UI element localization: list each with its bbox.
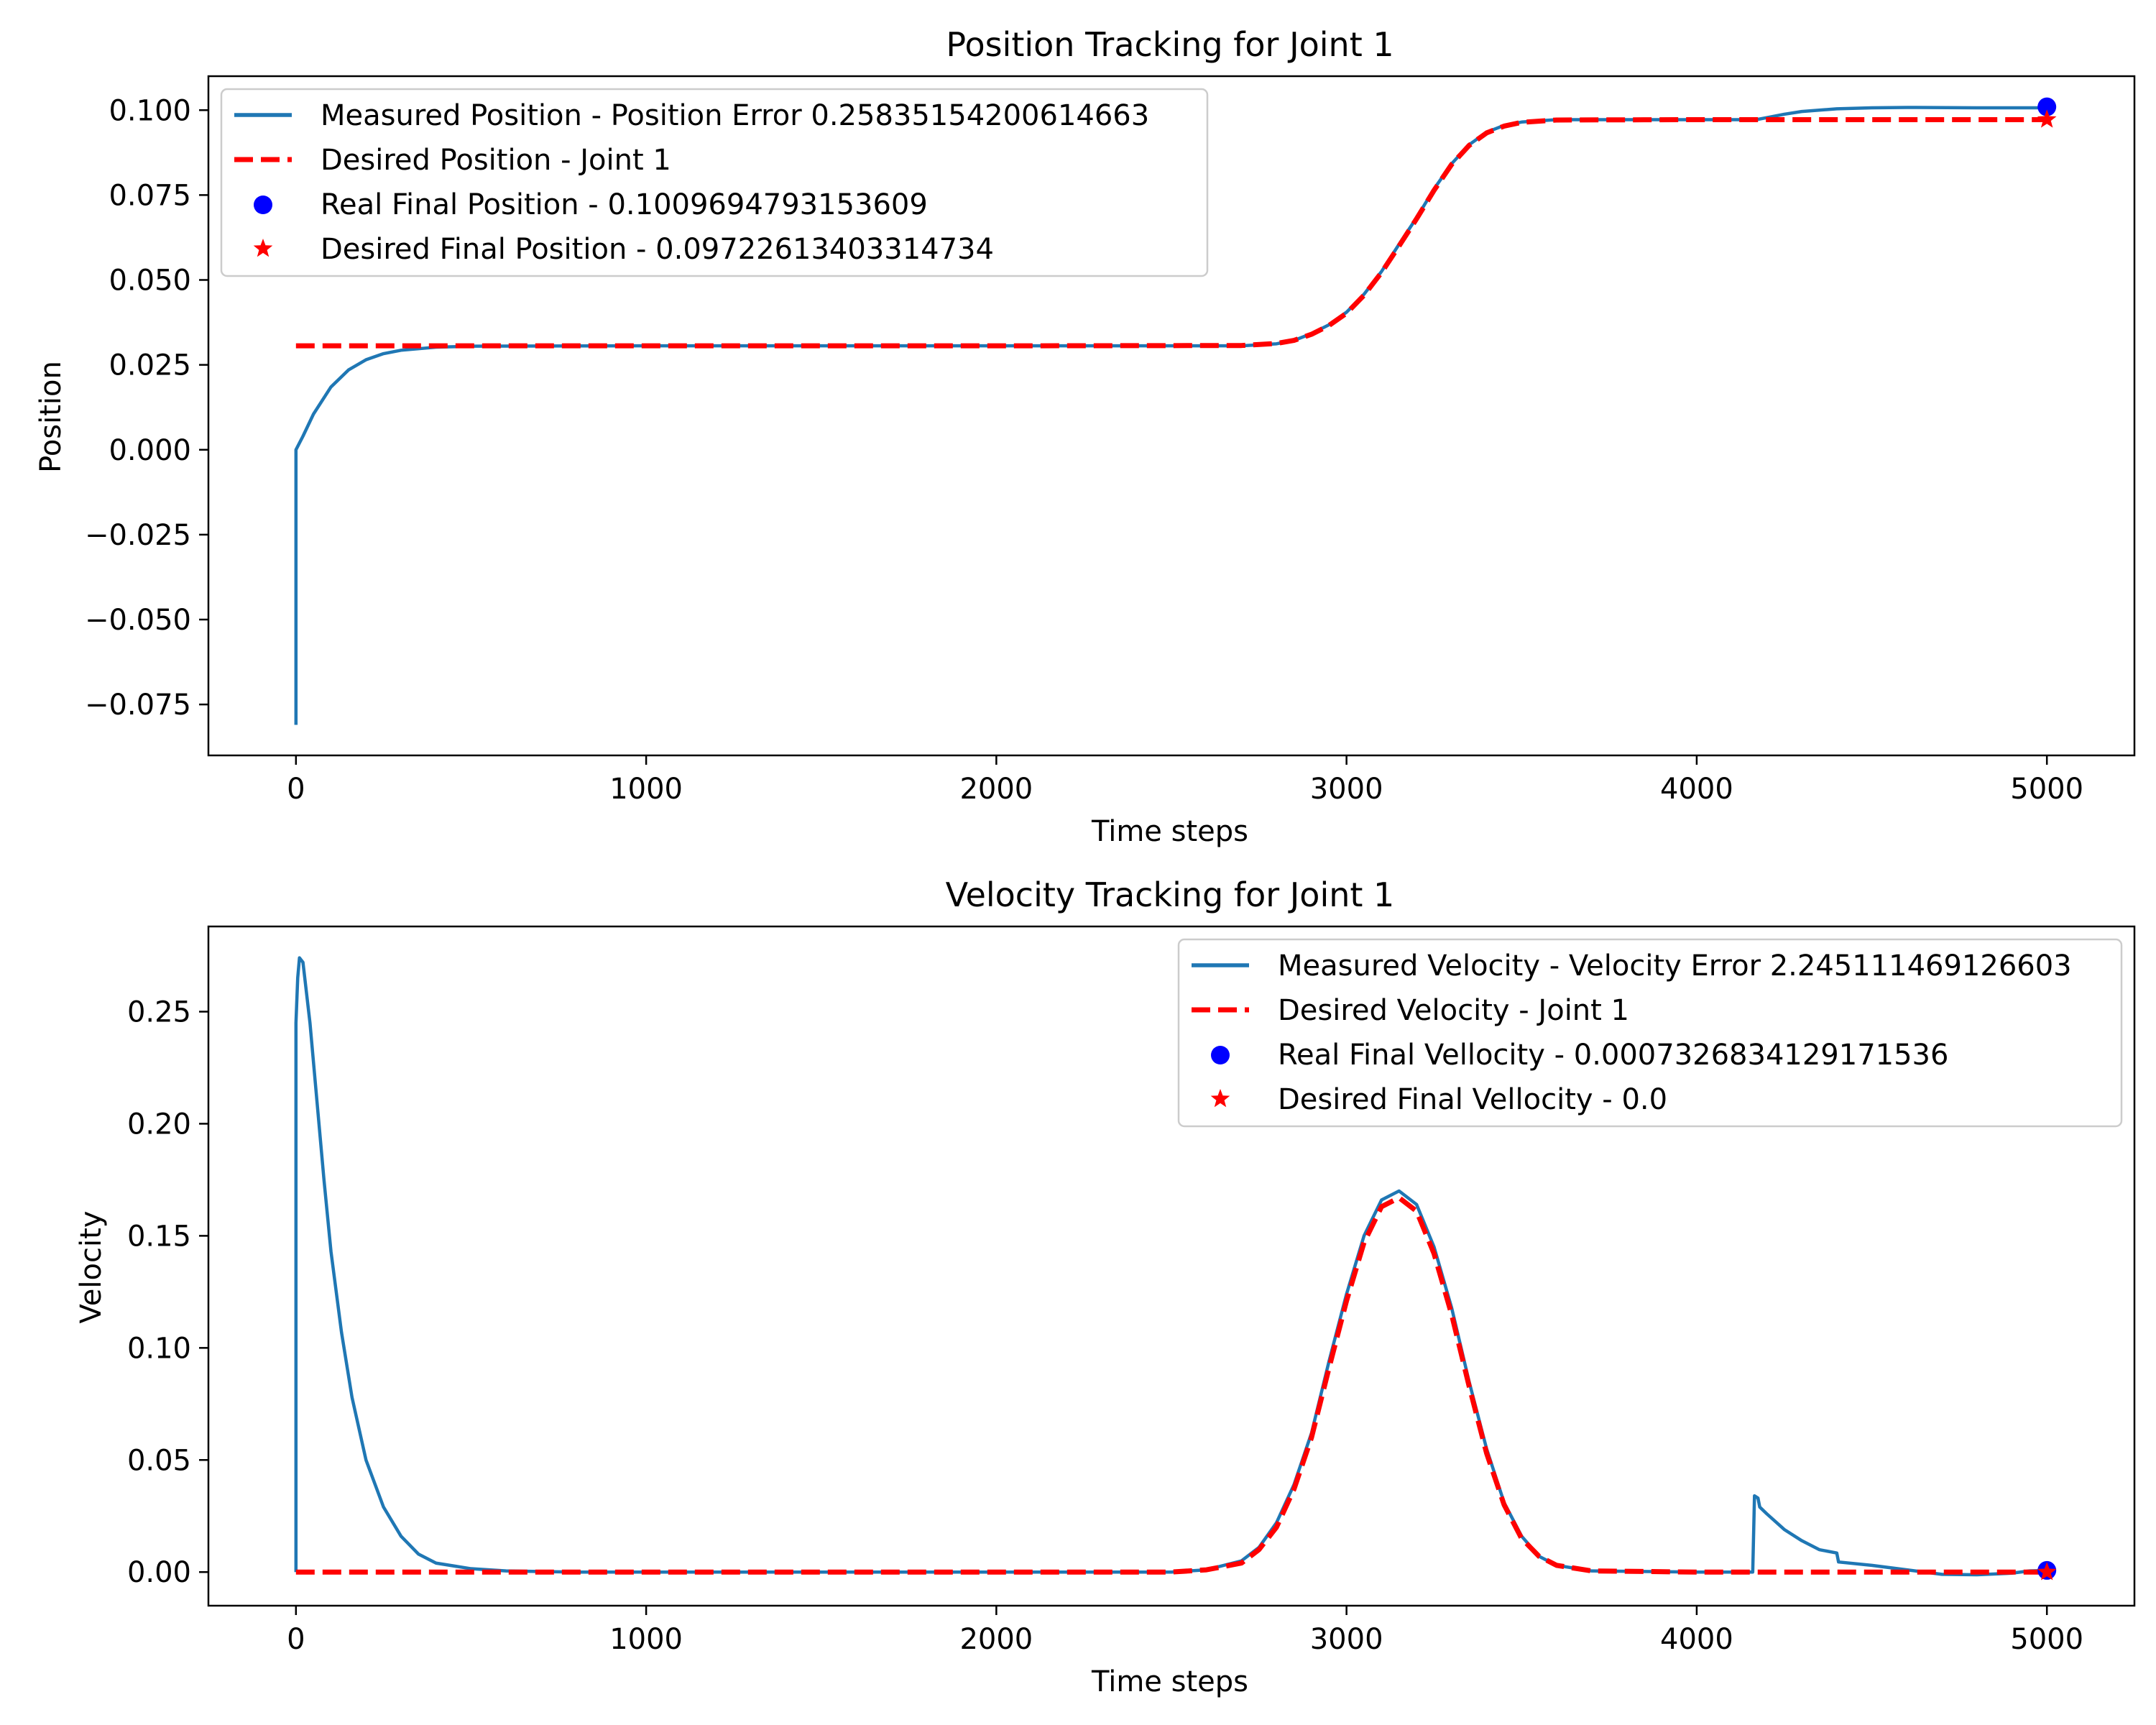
position-legend-desired-final-label: Desired Final Position - 0.0972261340331… — [321, 233, 994, 266]
velocity-x-tick-label: 0 — [287, 1623, 305, 1656]
velocity-plot-marks — [294, 956, 2057, 1581]
velocity-x-tick-label: 3000 — [1310, 1623, 1383, 1656]
velocity-y-tick-label: 0.05 — [127, 1444, 191, 1477]
position-legend: Measured Position - Position Error 0.258… — [220, 88, 1209, 277]
position-axes-ticks: 0 1000 2000 3000 4000 5000 −0.075 −0.050 −0.025 0… — [85, 94, 2083, 806]
position-y-tick-label: −0.075 — [85, 689, 191, 722]
position-y-tick-label: −0.025 — [85, 519, 191, 552]
velocity-x-tick-label: 2000 — [959, 1623, 1033, 1656]
position-desired-line — [295, 116, 2047, 349]
velocity-legend-box — [1177, 938, 2123, 1128]
velocity-y-tick-label: 0.20 — [127, 1108, 191, 1141]
velocity-x-axis-label: Time steps — [1091, 1665, 1248, 1698]
position-chart-title: Position Tracking for Joint 1 — [946, 25, 1393, 64]
position-x-tick-label: 5000 — [2010, 773, 2083, 806]
position-legend-desired-label: Desired Position - Joint 1 — [321, 144, 671, 177]
velocity-x-tick-label: 1000 — [609, 1623, 683, 1656]
velocity-y-axis-label: Velocity — [75, 1211, 108, 1324]
velocity-chart: Velocity Tracking for Joint 1 0 1000 2000 3… — [75, 875, 2136, 1698]
position-legend-real-final-label: Real Final Position - 0.1009694793153609 — [321, 188, 928, 221]
position-y-tick-label: 0.000 — [109, 434, 191, 467]
velocity-plot-frame — [207, 925, 2136, 1607]
position-x-tick-label: 1000 — [609, 773, 683, 806]
velocity-legend-real-final-marker — [1211, 1046, 1230, 1064]
velocity-legend-real-final-label: Real Final Vellocity - 0.000732683412917… — [1278, 1039, 1948, 1072]
position-y-tick-label: 0.075 — [109, 179, 191, 212]
position-y-tick-label: 0.025 — [109, 349, 191, 382]
position-legend-real-final-marker — [254, 196, 272, 214]
velocity-y-tick-label: 0.10 — [127, 1332, 191, 1365]
velocity-measured-line — [294, 956, 2047, 1577]
velocity-x-tick-label: 5000 — [2010, 1623, 2083, 1656]
position-legend-desired-final-marker — [253, 239, 273, 257]
position-x-tick-label: 3000 — [1310, 773, 1383, 806]
velocity-chart-title: Velocity Tracking for Joint 1 — [946, 875, 1395, 914]
velocity-legend-measured-label: Measured Velocity - Velocity Error 2.245… — [1278, 949, 2072, 983]
velocity-axes-ticks: 0 1000 2000 3000 4000 5000 0.00 0.05 0.10 0.15 0.2… — [127, 996, 2083, 1656]
position-x-axis-label: Time steps — [1091, 815, 1248, 848]
position-y-axis-label: Position — [34, 361, 68, 473]
velocity-y-tick-label: 0.25 — [127, 996, 191, 1029]
position-x-tick-label: 4000 — [1660, 773, 1733, 806]
position-chart: Position Tracking for Joint 1 0 1000 2000 3… — [34, 25, 2136, 848]
position-real-final-marker — [2037, 97, 2057, 116]
velocity-desired-line — [295, 1195, 2047, 1575]
velocity-legend-desired-final-label: Desired Final Vellocity - 0.0 — [1278, 1083, 1667, 1116]
position-y-tick-label: −0.050 — [85, 604, 191, 637]
position-legend-measured-label: Measured Position - Position Error 0.258… — [321, 99, 1149, 132]
velocity-x-tick-label: 4000 — [1660, 1623, 1733, 1656]
position-plot-marks — [294, 97, 2057, 725]
velocity-legend-desired-final-marker — [1210, 1089, 1230, 1108]
position-plot-frame — [207, 75, 2136, 757]
velocity-y-tick-label: 0.15 — [127, 1220, 191, 1253]
position-legend-box — [220, 88, 1209, 277]
velocity-legend: Measured Velocity - Velocity Error 2.245… — [1177, 938, 2123, 1128]
position-desired-final-marker — [2037, 109, 2057, 128]
velocity-legend-desired-label: Desired Velocity - Joint 1 — [1278, 994, 1629, 1027]
position-y-tick-label: 0.100 — [109, 94, 191, 127]
velocity-y-tick-label: 0.00 — [127, 1556, 191, 1589]
position-y-tick-label: 0.050 — [109, 264, 191, 298]
position-x-tick-label: 2000 — [959, 773, 1033, 806]
velocity-desired-final-marker — [2037, 1562, 2057, 1581]
position-x-tick-label: 0 — [287, 773, 305, 806]
